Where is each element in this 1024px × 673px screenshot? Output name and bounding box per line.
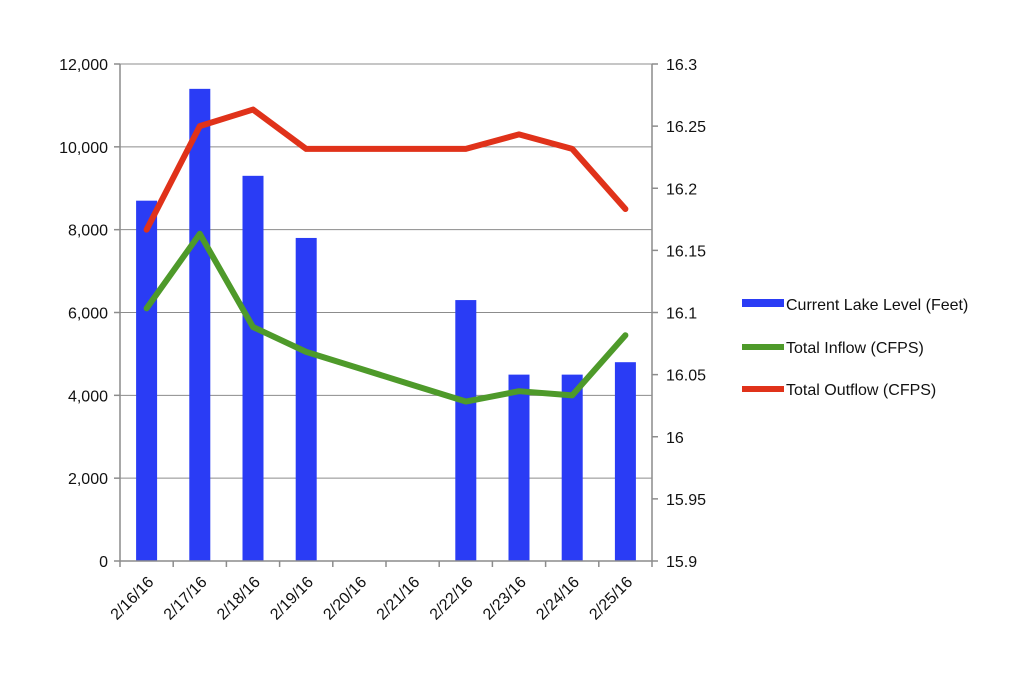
left-tick-label: 6,000 [68, 306, 108, 323]
left-tick-label: 0 [99, 554, 108, 571]
x-tick-label: 2/22/16 [427, 574, 477, 624]
legend-swatch-lake-level [742, 299, 784, 307]
bar-2/22/16 [455, 300, 477, 561]
legend: Current Lake Level (Feet) Total Inflow (… [742, 297, 968, 399]
right-tick-label: 16.3 [666, 57, 697, 74]
x-tick-label: 2/20/16 [320, 574, 370, 624]
x-tick-label: 2/18/16 [214, 574, 264, 624]
right-tick-label: 16.2 [666, 181, 697, 198]
right-axis-ticks: 15.9 15.95 16 16.05 16.1 16.15 16.2 16.25 16.3 [652, 57, 706, 571]
right-tick-label: 16.15 [666, 243, 706, 260]
x-tick-label: 2/23/16 [480, 574, 530, 624]
bar-2/24/16 [561, 374, 583, 561]
bar-2/25/16 [614, 362, 636, 561]
bar-2/17/16 [189, 88, 211, 561]
left-tick-label: 8,000 [68, 223, 108, 240]
x-tick-label: 2/17/16 [161, 574, 211, 624]
line-series [143, 106, 629, 405]
x-tick-label: 2/16/16 [108, 574, 158, 624]
left-axis-ticks: 0 2,000 4,000 6,000 8,000 10,000 12,000 [59, 57, 120, 571]
legend-label-inflow: Total Inflow (CFPS) [786, 340, 924, 357]
right-tick-label: 16.05 [666, 368, 706, 385]
x-axis-ticks: 2/16/16 2/17/16 2/18/16 2/19/16 2/20/16 2/21/… [108, 561, 653, 624]
x-tick-label: 2/24/16 [533, 574, 583, 624]
series-line-outflow [143, 106, 629, 233]
bar-2/18/16 [242, 175, 264, 561]
x-tick-label: 2/21/16 [374, 574, 424, 624]
left-tick-label: 12,000 [59, 57, 108, 74]
right-tick-label: 16 [666, 430, 684, 447]
legend-label-lake-level: Current Lake Level (Feet) [786, 297, 968, 314]
right-tick-label: 16.1 [666, 306, 697, 323]
bar-2/19/16 [295, 237, 317, 561]
right-tick-label: 15.95 [666, 492, 706, 509]
left-tick-label: 4,000 [68, 388, 108, 405]
right-tick-label: 15.9 [666, 554, 697, 571]
legend-label-outflow: Total Outflow (CFPS) [786, 382, 936, 399]
left-tick-label: 10,000 [59, 140, 108, 157]
bar-series [136, 88, 636, 562]
right-tick-label: 16.25 [666, 119, 706, 136]
x-tick-label: 2/25/16 [586, 574, 636, 624]
x-tick-label: 2/19/16 [267, 574, 317, 624]
bar-2/23/16 [508, 374, 530, 561]
left-tick-label: 2,000 [68, 471, 108, 488]
series-line-inflow [143, 230, 629, 405]
bar-2/16/16 [136, 200, 158, 562]
